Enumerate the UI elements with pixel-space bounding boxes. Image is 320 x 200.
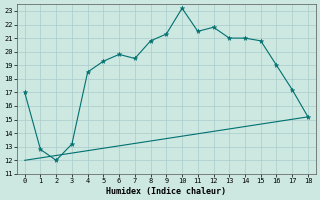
X-axis label: Humidex (Indice chaleur): Humidex (Indice chaleur) [106,187,226,196]
